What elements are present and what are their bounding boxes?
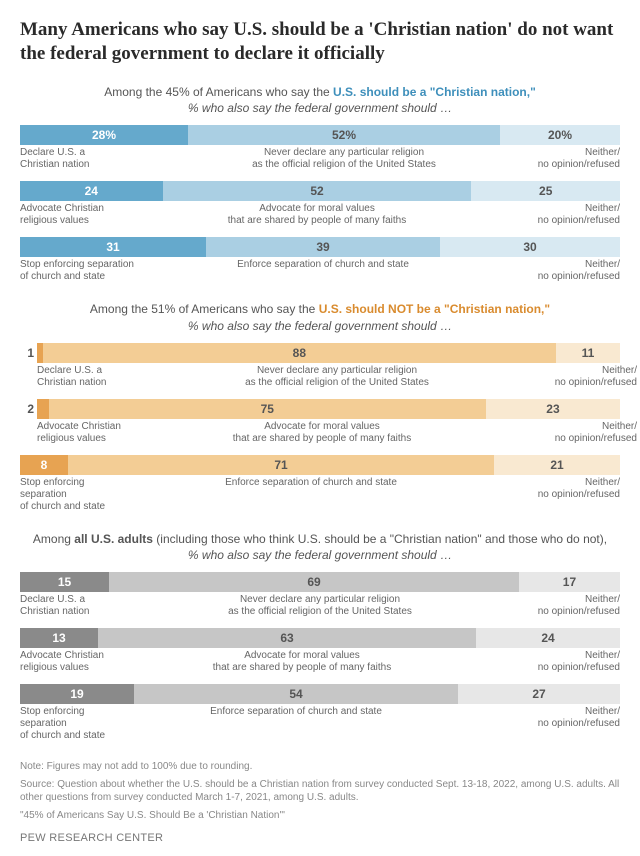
group-block: Among the 51% of Americans who say the U…: [20, 301, 620, 513]
bar-segment: 63: [98, 628, 476, 648]
note-rounding: Note: Figures may not add to 100% due to…: [20, 760, 620, 774]
bar-segment: 25: [471, 181, 620, 201]
segment-label: Neither/no opinion/refused: [499, 421, 637, 445]
bar-row: 18811Declare U.S. aChristian nationNever…: [20, 343, 620, 389]
bar-segment: 17: [519, 572, 620, 592]
segment-label: Advocate Christianreligious values: [20, 203, 163, 227]
stacked-bar: 195427: [20, 684, 620, 704]
stacked-bar: 313930: [20, 237, 620, 257]
bar-segment: 19: [20, 684, 134, 704]
bar-segment: 8: [20, 455, 68, 475]
bar-labels: Advocate Christianreligious valuesAdvoca…: [20, 203, 620, 227]
bar-row: 245225Advocate Christianreligious values…: [20, 181, 620, 227]
segment-label: Neither/no opinion/refused: [458, 706, 620, 742]
bar-segment: 24: [20, 181, 163, 201]
stacked-bar: 8811: [37, 343, 620, 363]
bar-labels: Advocate Christianreligious valuesAdvoca…: [20, 650, 620, 674]
bar-row: 156917Declare U.S. aChristian nationNeve…: [20, 572, 620, 618]
segment-label: Neither/no opinion/refused: [500, 147, 620, 171]
stacked-bar: 245225: [20, 181, 620, 201]
bar-segment: 21: [494, 455, 620, 475]
bar-row: 195427Stop enforcing separationof church…: [20, 684, 620, 742]
outside-value: 1: [20, 346, 34, 360]
segment-label: Never declare any particular religionas …: [188, 147, 500, 171]
bar-segment: 39: [206, 237, 440, 257]
bar-segment: 13: [20, 628, 98, 648]
bar-row: 136324Advocate Christianreligious values…: [20, 628, 620, 674]
segment-label: Declare U.S. aChristian nation: [20, 594, 128, 618]
footer-attribution: PEW RESEARCH CENTER: [20, 832, 620, 844]
bar-labels: Stop enforcing separationof church and s…: [20, 477, 620, 513]
segment-label: Enforce separation of church and state: [134, 706, 458, 742]
group-block: Among all U.S. adults (including those w…: [20, 531, 620, 743]
segment-label: Never declare any particular religionas …: [145, 365, 529, 389]
segment-label: Stop enforcing separationof church and s…: [20, 706, 134, 742]
bar-segment: 52: [163, 181, 472, 201]
bar-segment: 69: [109, 572, 519, 592]
bar-segment: 31: [20, 237, 206, 257]
segment-label: Stop enforcing separationof church and s…: [20, 259, 206, 283]
group-header: Among the 51% of Americans who say the U…: [20, 301, 620, 335]
outside-value: 2: [20, 402, 34, 416]
segment-label: Neither/no opinion/refused: [494, 477, 620, 513]
bar-segment: [37, 399, 49, 419]
segment-label: Advocate for moral valuesthat are shared…: [145, 421, 499, 445]
segment-label: Advocate Christianreligious values: [37, 421, 145, 445]
bar-labels: Stop enforcing separationof church and s…: [20, 259, 620, 283]
stacked-bar: 7523: [37, 399, 620, 419]
segment-label: Never declare any particular religionas …: [128, 594, 512, 618]
bar-segment: 20%: [500, 125, 620, 145]
bar-segment: 71: [68, 455, 494, 475]
bar-segment: 28%: [20, 125, 188, 145]
bar-segment: 54: [134, 684, 458, 704]
bar-segment: 88: [43, 343, 556, 363]
segment-label: Neither/no opinion/refused: [471, 203, 620, 227]
stacked-bar: 28%52%20%: [20, 125, 620, 145]
bar-row: 28%52%20%Declare U.S. aChristian nationN…: [20, 125, 620, 171]
bar-labels: Declare U.S. aChristian nationNever decl…: [37, 365, 637, 389]
bar-segment: 27: [458, 684, 620, 704]
group-header: Among the 45% of Americans who say the U…: [20, 84, 620, 118]
segment-label: Advocate for moral valuesthat are shared…: [128, 650, 476, 674]
bar-segment: 30: [440, 237, 620, 257]
note-reference: "45% of Americans Say U.S. Should Be a '…: [20, 809, 620, 823]
chart-title: Many Americans who say U.S. should be a …: [20, 18, 620, 66]
segment-label: Neither/no opinion/refused: [440, 259, 620, 283]
bar-segment: 11: [556, 343, 620, 363]
bar-labels: Declare U.S. aChristian nationNever decl…: [20, 147, 620, 171]
bar-row: 27523Advocate Christianreligious valuesA…: [20, 399, 620, 445]
bar-segment: 75: [49, 399, 486, 419]
groups-container: Among the 45% of Americans who say the U…: [20, 84, 620, 743]
segment-label: Declare U.S. aChristian nation: [20, 147, 188, 171]
stacked-bar: 156917: [20, 572, 620, 592]
group-block: Among the 45% of Americans who say the U…: [20, 84, 620, 284]
segment-label: Enforce separation of church and state: [206, 259, 440, 283]
stacked-bar: 87121: [20, 455, 620, 475]
segment-label: Advocate for moral valuesthat are shared…: [163, 203, 472, 227]
segment-label: Declare U.S. aChristian nation: [37, 365, 145, 389]
bar-segment: 23: [486, 399, 620, 419]
segment-label: Neither/no opinion/refused: [476, 650, 620, 674]
bar-row: 87121Stop enforcing separationof church …: [20, 455, 620, 513]
stacked-bar: 136324: [20, 628, 620, 648]
segment-label: Enforce separation of church and state: [128, 477, 494, 513]
group-header: Among all U.S. adults (including those w…: [20, 531, 620, 565]
bar-segment: 52%: [188, 125, 500, 145]
bar-labels: Advocate Christianreligious valuesAdvoca…: [37, 421, 637, 445]
segment-label: Neither/no opinion/refused: [529, 365, 637, 389]
note-source: Source: Question about whether the U.S. …: [20, 778, 620, 805]
segment-label: Advocate Christianreligious values: [20, 650, 128, 674]
bar-labels: Declare U.S. aChristian nationNever decl…: [20, 594, 620, 618]
bar-segment: 15: [20, 572, 109, 592]
bar-row: 313930Stop enforcing separationof church…: [20, 237, 620, 283]
bar-segment: 24: [476, 628, 620, 648]
bar-labels: Stop enforcing separationof church and s…: [20, 706, 620, 742]
segment-label: Neither/no opinion/refused: [512, 594, 620, 618]
segment-label: Stop enforcing separationof church and s…: [20, 477, 128, 513]
